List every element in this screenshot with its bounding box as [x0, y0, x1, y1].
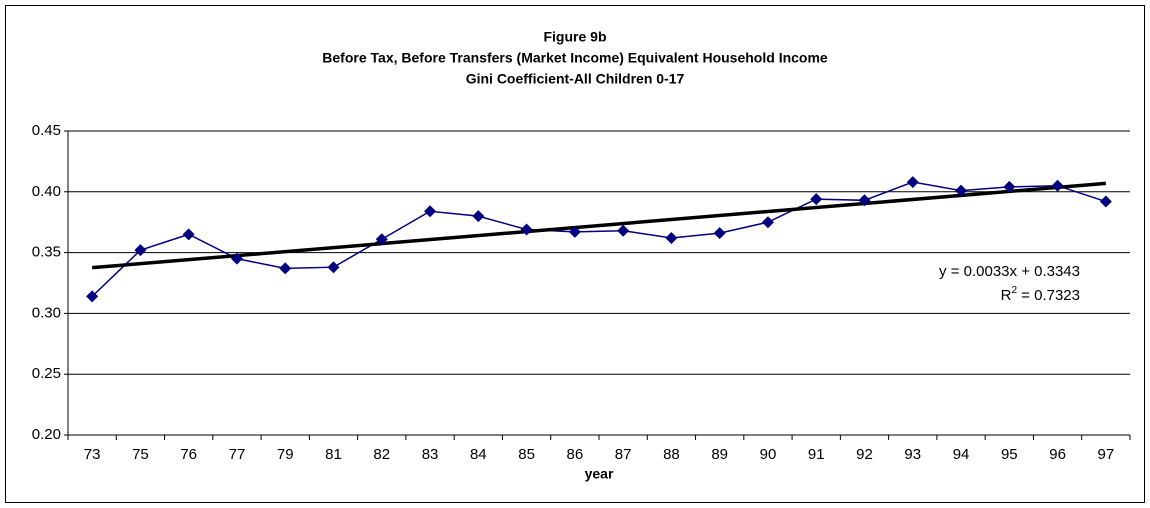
x-tick-label: 73 [84, 446, 101, 463]
marker [665, 232, 678, 245]
r-squared-name: R [1001, 287, 1012, 304]
r-squared-value: = 0.7323 [1017, 287, 1080, 304]
x-tick-label: 96 [1049, 446, 1066, 463]
x-tick-label: 88 [663, 446, 680, 463]
chart-subtitle: Before Tax, Before Transfers (Market Inc… [322, 50, 828, 66]
series-line [91, 181, 1107, 297]
y-tick-label: 0.25 [32, 365, 61, 382]
marker [906, 176, 919, 189]
marker [86, 290, 99, 303]
marker [810, 193, 823, 206]
marker [520, 223, 533, 236]
x-tick-label: 84 [470, 446, 487, 463]
x-tick-label: 94 [953, 446, 970, 463]
x-tick-label: 83 [422, 446, 439, 463]
marker [327, 261, 340, 274]
marker [617, 224, 630, 237]
marker [472, 210, 485, 223]
y-tick-label: 0.40 [32, 183, 61, 200]
marker [955, 184, 968, 197]
x-tick-label: 93 [904, 446, 921, 463]
trend-equation: y = 0.0033x + 0.3343 [939, 263, 1080, 280]
r-squared: R2 = 0.7323 [1001, 285, 1080, 304]
marker [1003, 180, 1016, 193]
r-squared-exponent: 2 [1011, 285, 1017, 296]
x-tick-label: 89 [711, 446, 728, 463]
x-tick-label: 85 [518, 446, 535, 463]
marker [568, 225, 581, 238]
marker [858, 194, 871, 207]
marker [424, 205, 437, 218]
x-tick-label: 77 [229, 446, 246, 463]
marker [1099, 195, 1112, 208]
marker [375, 233, 388, 246]
x-tick-label: 79 [277, 446, 294, 463]
x-tick-label: 97 [1098, 446, 1115, 463]
x-tick-label: 92 [856, 446, 873, 463]
trend-line [91, 181, 1107, 270]
x-tick-label: 76 [180, 446, 197, 463]
x-tick-label: 91 [808, 446, 825, 463]
marker [1051, 179, 1064, 192]
x-tick-label: 75 [132, 446, 149, 463]
y-tick-label: 0.45 [32, 122, 61, 139]
marker [230, 252, 243, 265]
x-axis-label: year [585, 466, 614, 482]
x-tick-label: 95 [1001, 446, 1018, 463]
x-tick-label: 81 [325, 446, 342, 463]
x-tick-label: 82 [373, 446, 390, 463]
marker [182, 228, 195, 241]
y-tick-label: 0.35 [32, 244, 61, 261]
marker [713, 227, 726, 240]
x-tick-label: 90 [760, 446, 777, 463]
chart-title: Figure 9b [543, 29, 606, 45]
marker [134, 244, 147, 257]
x-tick-label: 87 [615, 446, 632, 463]
marker [279, 262, 292, 275]
y-tick-label: 0.30 [32, 304, 61, 321]
y-tick-label: 0.20 [32, 426, 61, 443]
chart-subtitle: Gini Coefficient-All Children 0-17 [466, 71, 685, 87]
marker [761, 216, 774, 229]
x-tick-label: 86 [567, 446, 584, 463]
chart-border [5, 5, 1145, 503]
